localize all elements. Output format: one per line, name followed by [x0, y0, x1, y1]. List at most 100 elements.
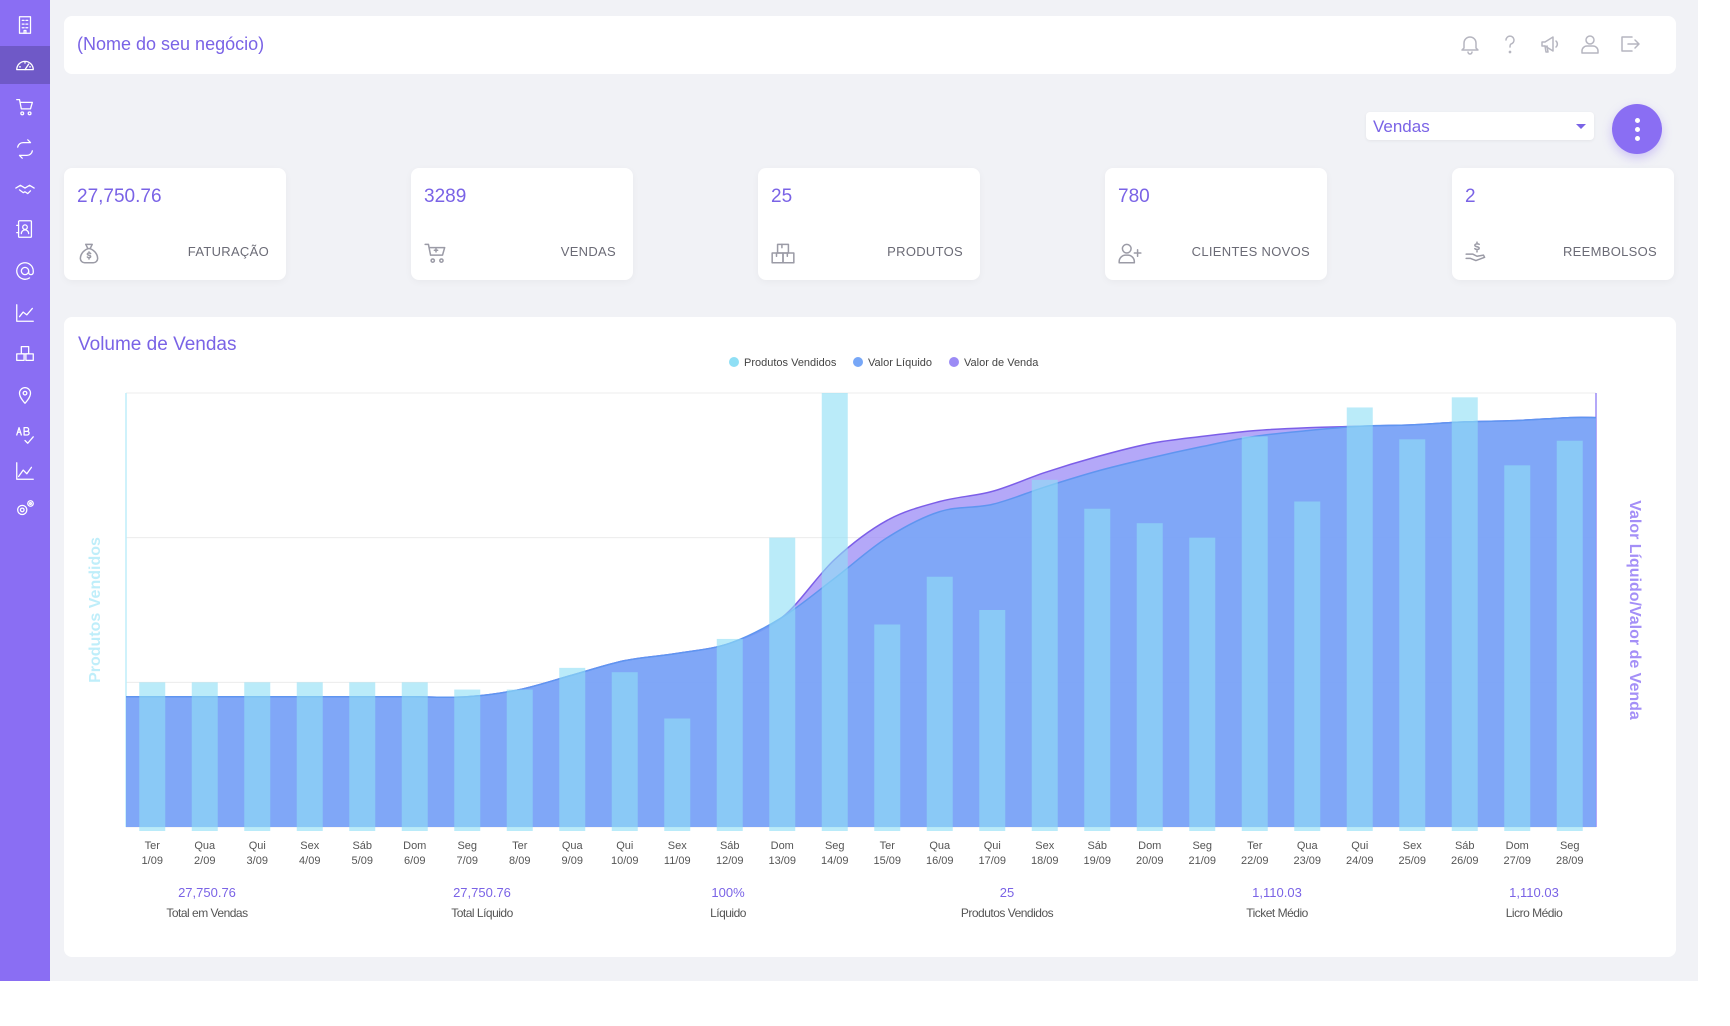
x-tick-label-day: Qua [929, 840, 951, 852]
panel-title: Volume de Vendas [78, 334, 237, 355]
sidebar-item-exchanges[interactable] [0, 130, 50, 168]
sidebar-item-stock[interactable] [0, 334, 50, 372]
sidebar-item-settings[interactable] [0, 490, 50, 528]
money-bag-icon [79, 243, 99, 264]
bar [664, 718, 691, 831]
exchange-icon [17, 139, 33, 159]
logout-button[interactable] [1616, 30, 1644, 58]
x-tick-label-date: 21/09 [1188, 855, 1216, 867]
x-tick-label-date: 16/09 [926, 855, 954, 867]
logout-icon [1621, 36, 1640, 52]
sidebar-item-contacts[interactable] [0, 210, 50, 248]
x-tick-label-date: 5/09 [352, 855, 373, 867]
sidebar [0, 0, 50, 981]
stat-value: 1,110.03 [1252, 885, 1302, 900]
stat-label: Total em Vendas [166, 906, 248, 920]
bar [926, 576, 953, 831]
bar [191, 682, 218, 831]
contacts-icon [16, 220, 33, 238]
handshake-icon [15, 184, 35, 195]
bar [454, 689, 481, 831]
sidebar-item-email[interactable] [0, 252, 50, 290]
kpi-card-new-clients[interactable]: 780 CLIENTES NOVOS [1105, 168, 1327, 280]
kpi-label: REEMBOLSOS [1562, 244, 1657, 259]
x-tick-label-day: Seg [1192, 840, 1212, 852]
user-icon [1581, 35, 1599, 54]
x-tick-label-date: 2/09 [194, 855, 215, 867]
stat-value: 27,750.76 [178, 885, 236, 900]
boxes-icon [16, 345, 34, 361]
kpi-card-products[interactable]: 25 PRODUTOS [758, 168, 980, 280]
settings-icon [17, 500, 34, 516]
kpi-card-revenue[interactable]: 27,750.76 FATURAÇÃO [64, 168, 286, 280]
x-tick-label-day: Seg [457, 840, 477, 852]
stat-label: Ticket Médio [1246, 906, 1308, 920]
at-icon [16, 262, 34, 280]
x-tick-label-day: Sex [1403, 840, 1422, 852]
x-tick-label-date: 19/09 [1083, 855, 1111, 867]
bar [1241, 436, 1268, 831]
x-tick-label-day: Qui [984, 840, 1001, 852]
kpi-value: 2 [1465, 186, 1476, 207]
legend-marker [729, 357, 739, 367]
bar [244, 682, 271, 831]
x-tick-label-date: 14/09 [821, 855, 849, 867]
help-button[interactable] [1496, 30, 1524, 58]
kpi-card-refunds[interactable]: 2 REEMBOLSOS [1452, 168, 1674, 280]
report-type-select[interactable]: Vendas [1366, 112, 1594, 140]
area-chart-icon [16, 462, 34, 480]
sidebar-item-locations[interactable] [0, 376, 50, 414]
report-type-value: Vendas [1373, 117, 1430, 136]
sidebar-item-analytics[interactable] [0, 452, 50, 490]
bar [611, 672, 638, 831]
y-axis-title-right: Valor Líquido/Valor de Venda [1626, 500, 1643, 720]
kebab-dot [1634, 117, 1640, 123]
sidebar-item-reports[interactable] [0, 294, 50, 332]
x-tick-label-day: Qui [249, 840, 266, 852]
x-tick-label-date: 12/09 [716, 855, 744, 867]
stat-value: 100% [711, 885, 745, 900]
x-tick-label-date: 11/09 [664, 855, 691, 867]
sales-volume-chart: Ter 1/09 Qua 2/09 Qui 3/09 Sex 4/09 Sáb 5/09 Dom 6/… [87, 357, 1643, 867]
sidebar-item-sales[interactable] [0, 88, 50, 126]
sales-volume-panel: Ter 1/09 Qua 2/09 Qui 3/09 Sex 4/09 Sáb 5/09 Dom 6/… [64, 317, 1676, 957]
kpi-label: FATURAÇÃO [187, 244, 269, 259]
bar [349, 682, 376, 831]
bar [1346, 407, 1373, 831]
bar [769, 537, 796, 831]
x-tick-label-day: Seg [825, 840, 845, 852]
x-tick-label-day: Sáb [352, 840, 372, 852]
bar [1084, 508, 1111, 831]
bar [506, 689, 533, 831]
app-window: (Nome do seu negócio) Vendas 27 [0, 0, 1698, 981]
x-tick-label-day: Sáb [1087, 840, 1107, 852]
cart-icon [16, 99, 33, 116]
bar [1556, 440, 1583, 831]
stat-total-net: 27,750.76 Total Líquido [392, 885, 572, 920]
stat-value: 25 [999, 885, 1015, 900]
help-icon [1505, 35, 1515, 54]
kpi-card-sales[interactable]: 3289 VENDAS [411, 168, 633, 280]
kpi-value: 25 [771, 186, 793, 207]
boxes-icon [771, 243, 795, 264]
x-tick-label-date: 8/09 [509, 855, 530, 867]
sidebar-item-dashboard[interactable] [0, 46, 50, 84]
sidebar-item-ab-test[interactable] [0, 416, 50, 454]
bar [139, 682, 166, 831]
announcements-button[interactable] [1536, 30, 1564, 58]
business-name[interactable]: (Nome do seu negócio) [77, 34, 265, 54]
x-tick-label-date: 23/09 [1293, 855, 1321, 867]
top-bar: (Nome do seu negócio) [64, 16, 1676, 74]
profile-button[interactable] [1576, 30, 1604, 58]
sidebar-item-business[interactable] [0, 6, 50, 44]
legend-label: Valor Líquido [868, 357, 932, 369]
x-tick-label-day: Dom [403, 840, 426, 852]
sidebar-item-partners[interactable] [0, 170, 50, 208]
bar [559, 667, 586, 831]
stat-label: Líquido [710, 906, 746, 920]
x-tick-label-day: Qui [616, 840, 633, 852]
more-options-button[interactable] [1612, 104, 1662, 154]
notifications-button[interactable] [1456, 30, 1484, 58]
x-tick-label-date: 4/09 [299, 855, 320, 867]
bar [1136, 523, 1163, 831]
